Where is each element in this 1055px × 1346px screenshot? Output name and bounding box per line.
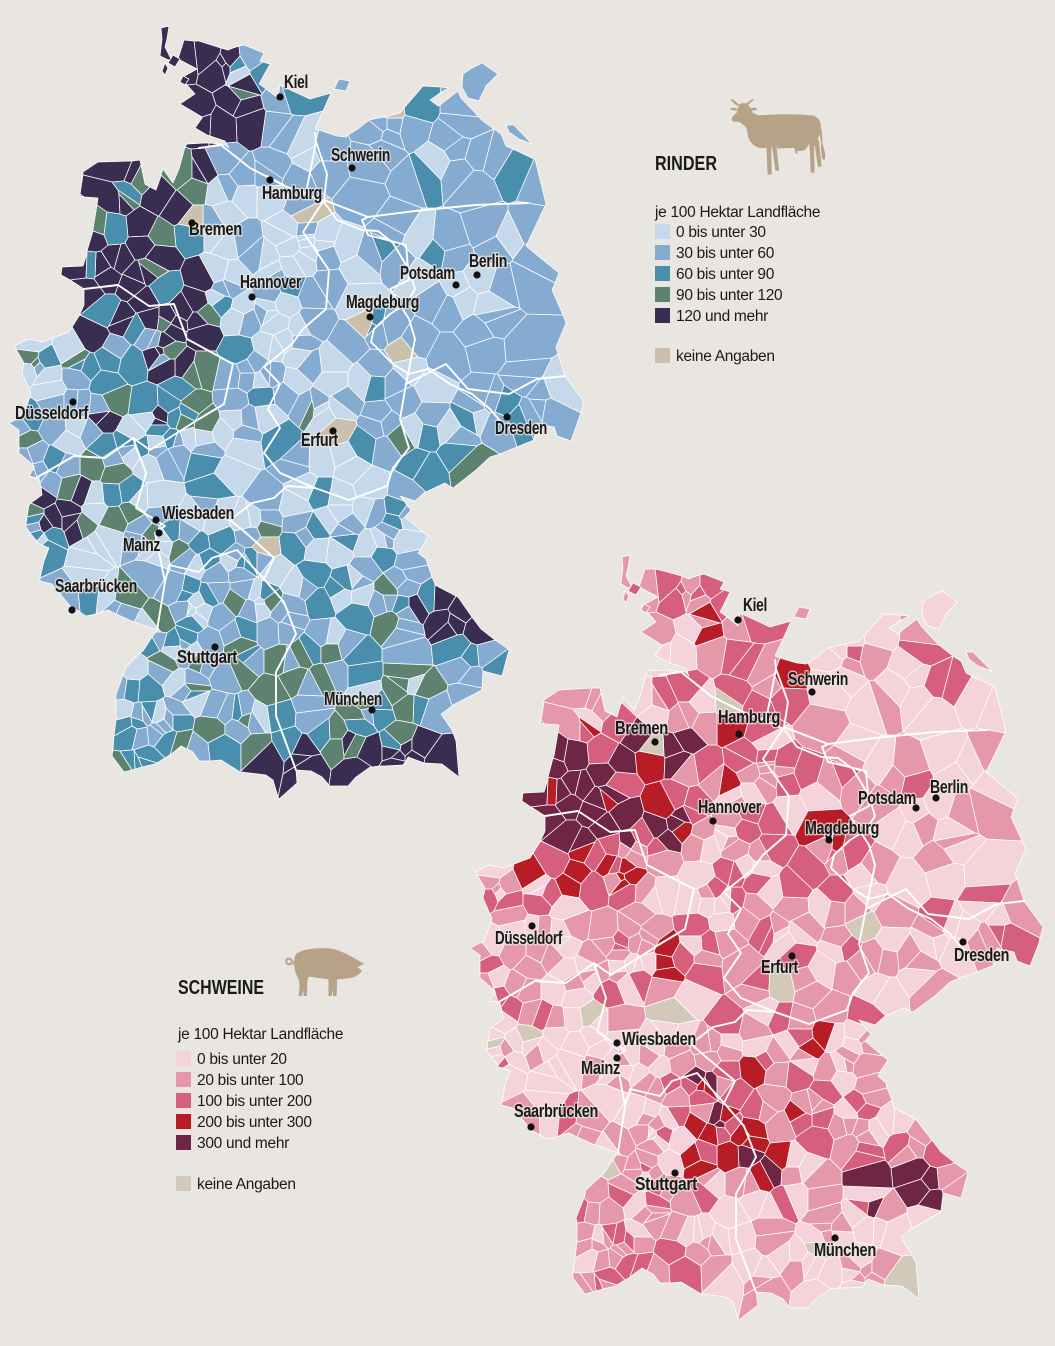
svg-text:Bremen: Bremen (615, 718, 668, 738)
svg-text:Potsdam: Potsdam (858, 788, 916, 808)
svg-text:Erfurt: Erfurt (761, 957, 798, 977)
svg-text:Wiesbaden: Wiesbaden (162, 503, 234, 523)
svg-text:Saarbrücken: Saarbrücken (514, 1101, 598, 1121)
svg-text:je 100 Hektar Landfläche: je 100 Hektar Landfläche (654, 204, 820, 221)
svg-text:100 bis unter 200: 100 bis unter 200 (197, 1093, 312, 1110)
svg-text:Potsdam: Potsdam (400, 263, 455, 283)
svg-text:30 bis unter 60: 30 bis unter 60 (676, 245, 775, 262)
svg-text:Mainz: Mainz (581, 1058, 620, 1078)
svg-text:Magdeburg: Magdeburg (346, 292, 419, 312)
svg-text:Dresden: Dresden (954, 945, 1009, 965)
svg-text:Kiel: Kiel (284, 72, 308, 92)
svg-text:20 bis unter 100: 20 bis unter 100 (197, 1072, 304, 1089)
svg-text:Schwerin: Schwerin (331, 145, 390, 165)
svg-text:Stuttgart: Stuttgart (635, 1174, 697, 1194)
svg-text:RINDER: RINDER (655, 153, 717, 175)
svg-text:Hamburg: Hamburg (718, 707, 780, 727)
svg-text:90 bis unter 120: 90 bis unter 120 (676, 287, 783, 304)
svg-text:Kiel: Kiel (743, 595, 767, 615)
svg-text:Magdeburg: Magdeburg (805, 818, 879, 838)
svg-text:200 bis unter 300: 200 bis unter 300 (197, 1114, 312, 1131)
svg-text:Düsseldorf: Düsseldorf (495, 928, 563, 948)
svg-text:je 100 Hektar Landfläche: je 100 Hektar Landfläche (177, 1026, 343, 1043)
svg-text:Erfurt: Erfurt (301, 430, 338, 450)
svg-text:keine Angaben: keine Angaben (197, 1176, 296, 1193)
svg-text:SCHWEINE: SCHWEINE (178, 977, 264, 999)
svg-text:0 bis unter 30: 0 bis unter 30 (676, 224, 766, 241)
svg-text:Hannover: Hannover (698, 797, 761, 817)
svg-text:Mainz: Mainz (123, 535, 160, 555)
svg-text:München: München (324, 689, 382, 709)
svg-text:120 und mehr: 120 und mehr (676, 308, 768, 325)
svg-text:Wiesbaden: Wiesbaden (622, 1029, 696, 1049)
svg-text:keine Angaben: keine Angaben (676, 348, 775, 365)
svg-text:Hamburg: Hamburg (262, 183, 322, 203)
svg-text:60 bis unter 90: 60 bis unter 90 (676, 266, 775, 283)
svg-text:Berlin: Berlin (469, 251, 507, 271)
svg-text:München: München (814, 1240, 876, 1260)
svg-text:Berlin: Berlin (930, 777, 968, 797)
svg-text:Bremen: Bremen (189, 219, 242, 239)
svg-text:Schwerin: Schwerin (788, 669, 848, 689)
svg-text:0 bis unter 20: 0 bis unter 20 (197, 1051, 287, 1068)
svg-text:Dresden: Dresden (495, 418, 547, 438)
svg-text:Stuttgart: Stuttgart (177, 647, 237, 667)
svg-text:Hannover: Hannover (240, 272, 301, 292)
svg-text:Düsseldorf: Düsseldorf (15, 403, 89, 423)
svg-text:300 und mehr: 300 und mehr (197, 1135, 289, 1152)
svg-text:Saarbrücken: Saarbrücken (55, 576, 137, 596)
